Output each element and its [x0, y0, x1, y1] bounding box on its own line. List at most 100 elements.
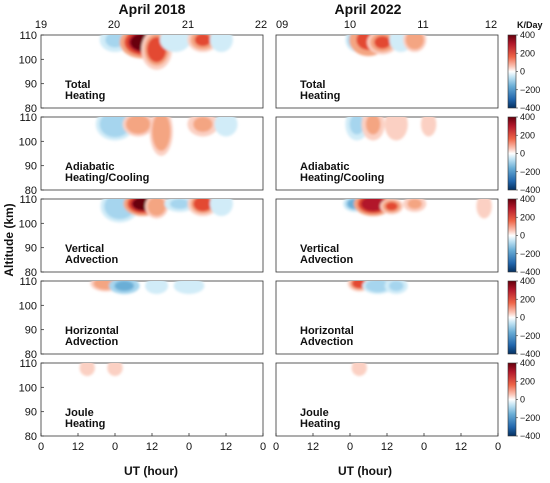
y-ticks: 110 100 90 80: [19, 194, 44, 279]
colorbar-tick-label: 0: [520, 313, 525, 323]
colorbar-tick-label: 400: [520, 194, 535, 204]
colorbar-tick-label: 200: [520, 212, 535, 222]
y-tick-label: 100: [19, 54, 37, 66]
panel-label-line1: Total: [65, 79, 90, 91]
contour-group: [347, 281, 408, 294]
colorbar-tick-label: 400: [520, 276, 535, 286]
x-tick-label: 0: [38, 441, 44, 453]
top-tick-label: 22: [255, 19, 267, 31]
top-tick-label: 19: [35, 19, 47, 31]
x-tick-label: 0: [260, 441, 266, 453]
y-ticks: 110 100 90 80: [19, 30, 44, 115]
panel-frame: [40, 362, 264, 437]
contour-blob: [180, 281, 198, 291]
x-tick-label: 12: [455, 441, 467, 453]
colorbar-bar: [507, 116, 517, 191]
colorbar: 400 200 0 −200 −400: [507, 30, 540, 113]
colorbar-bar: [507, 362, 517, 437]
top-ticks-2018: 19 20 21 22: [35, 19, 267, 31]
colorbar-tick-label: −200: [520, 331, 540, 341]
contour-group: [90, 281, 205, 294]
panel-label-line1: Adiabatic: [300, 161, 350, 173]
y-tick-label: 90: [25, 325, 37, 337]
contour-blob: [350, 117, 364, 133]
panel-label-line2: Heating/Cooling: [300, 172, 384, 184]
colorbar-tick-label: 200: [520, 294, 535, 304]
colorbar-tick-label: 0: [520, 395, 525, 405]
contour-blob: [150, 281, 163, 291]
colorbar-tick-label: −200: [520, 249, 540, 259]
colorbar-tick-label: 200: [520, 376, 535, 386]
contour-blob: [408, 35, 421, 47]
contour-blob: [110, 363, 120, 373]
contour-blob: [367, 117, 380, 133]
contour-blob: [480, 199, 489, 213]
top-tick-label: 09: [276, 19, 288, 31]
contour-blob: [424, 117, 433, 131]
colorbar-unit: K/Day: [517, 20, 543, 30]
panel-label-line1: Vertical: [300, 243, 339, 255]
panel-label-line1: Vertical: [65, 243, 104, 255]
y-ticks: 110 100 90 80: [19, 276, 44, 361]
top-tick-label: 21: [182, 19, 194, 31]
top-tick-label: 10: [344, 19, 356, 31]
panels: TotalHeating1101009080TotalHeating400200…: [19, 30, 541, 453]
y-tick-label: 110: [19, 276, 37, 288]
contour-blob: [362, 199, 384, 211]
panel-label-line2: Heating: [65, 90, 105, 102]
panel-label-line1: Horizontal: [65, 325, 119, 337]
contour-blob: [194, 35, 212, 47]
y-tick-label: 90: [25, 407, 37, 419]
panel-label-line2: Advection: [65, 336, 118, 348]
contour-group: [95, 117, 238, 156]
y-tick-label: 80: [25, 349, 37, 361]
contour-blob: [148, 38, 165, 61]
contour-blob: [215, 35, 228, 47]
colorbar-tick-label: 400: [520, 358, 535, 368]
x-ticks: 0 12 0 12 0 12 0: [38, 433, 266, 453]
y-tick-label: 80: [25, 103, 37, 115]
contour-blob: [116, 281, 133, 291]
contour-blob: [374, 35, 391, 49]
colorbar-tick-label: −400: [520, 431, 540, 441]
panel-label-line1: Joule: [65, 407, 94, 419]
colorbar-tick-label: 400: [520, 112, 535, 122]
colorbar-tick-label: −200: [520, 167, 540, 177]
contour-blob: [194, 117, 212, 131]
contour-blob: [219, 117, 233, 131]
column-title-2018: April 2018: [119, 1, 186, 17]
y-axis-label: Altitude (km): [2, 203, 16, 276]
contour-blob: [390, 281, 403, 291]
colorbar: 400 200 0 −200 −400: [507, 358, 540, 441]
y-tick-label: 80: [25, 267, 37, 279]
contour-blob: [166, 35, 184, 47]
top-tick-label: 11: [417, 19, 428, 31]
top-tick-label: 12: [485, 19, 497, 31]
y-tick-label: 80: [25, 185, 37, 197]
contour-blob: [390, 117, 403, 133]
contour-blob: [171, 199, 188, 209]
y-tick-label: 100: [19, 300, 37, 312]
contour-group: [345, 117, 437, 141]
colorbar-bar: [507, 198, 517, 273]
y-tick-label: 110: [19, 358, 37, 370]
colorbar-tick-label: −400: [520, 103, 540, 113]
panel-label-line2: Heating: [300, 418, 340, 430]
x-tick-label: 12: [220, 441, 232, 453]
colorbar: 400 200 0 −200 −400: [507, 276, 540, 359]
y-tick-label: 100: [19, 136, 37, 148]
colorbar-bar: [507, 280, 517, 355]
contour-group: [351, 363, 367, 376]
colorbar-tick-label: 0: [520, 149, 525, 159]
colorbar-tick-label: 400: [520, 30, 535, 40]
colorbar-bar: [507, 34, 517, 109]
panel-label-line1: Horizontal: [300, 325, 354, 337]
colorbar-tick-label: −400: [520, 267, 540, 277]
